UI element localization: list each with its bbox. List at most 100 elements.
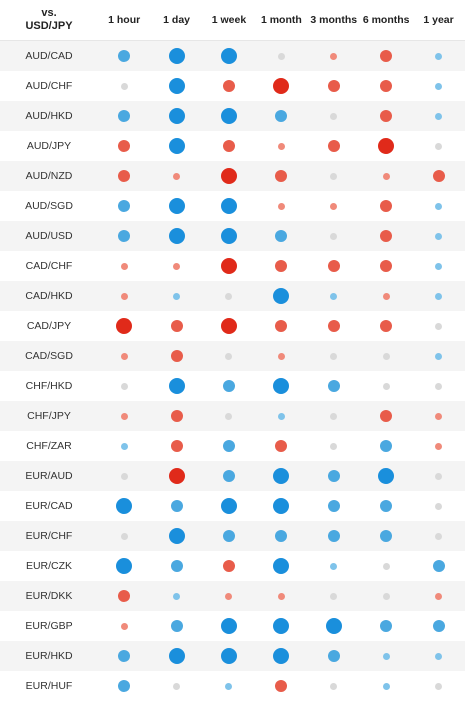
pair-label[interactable]: EUR/HKD [25, 650, 73, 662]
pair-label[interactable]: CAD/HKD [25, 290, 73, 302]
correlation-cell[interactable] [412, 311, 464, 341]
correlation-cell[interactable] [360, 71, 412, 101]
correlation-cell[interactable] [203, 251, 255, 281]
correlation-cell[interactable] [150, 521, 202, 551]
pair-label[interactable]: AUD/CAD [25, 50, 73, 62]
pair-label[interactable]: AUD/NZD [25, 170, 73, 182]
correlation-cell[interactable] [98, 461, 150, 491]
correlation-cell[interactable] [255, 581, 307, 611]
pair-label[interactable]: EUR/AUD [25, 470, 73, 482]
correlation-cell[interactable] [255, 191, 307, 221]
correlation-cell[interactable] [360, 581, 412, 611]
correlation-cell[interactable] [203, 581, 255, 611]
correlation-cell[interactable] [308, 671, 360, 701]
correlation-cell[interactable] [98, 71, 150, 101]
correlation-cell[interactable] [308, 491, 360, 521]
correlation-cell[interactable] [360, 101, 412, 131]
correlation-cell[interactable] [255, 341, 307, 371]
correlation-cell[interactable] [150, 341, 202, 371]
correlation-cell[interactable] [203, 101, 255, 131]
correlation-cell[interactable] [308, 221, 360, 251]
correlation-cell[interactable] [98, 611, 150, 641]
correlation-cell[interactable] [150, 311, 202, 341]
correlation-cell[interactable] [308, 581, 360, 611]
correlation-cell[interactable] [308, 281, 360, 311]
correlation-cell[interactable] [360, 41, 412, 71]
pair-label[interactable]: AUD/SGD [25, 200, 73, 212]
correlation-cell[interactable] [203, 611, 255, 641]
correlation-cell[interactable] [412, 341, 464, 371]
correlation-cell[interactable] [412, 551, 464, 581]
correlation-cell[interactable] [98, 401, 150, 431]
correlation-cell[interactable] [308, 131, 360, 161]
correlation-cell[interactable] [150, 491, 202, 521]
correlation-cell[interactable] [412, 41, 464, 71]
correlation-cell[interactable] [255, 641, 307, 671]
correlation-cell[interactable] [412, 101, 464, 131]
correlation-cell[interactable] [98, 281, 150, 311]
correlation-cell[interactable] [412, 641, 464, 671]
correlation-cell[interactable] [150, 221, 202, 251]
correlation-cell[interactable] [360, 191, 412, 221]
correlation-cell[interactable] [98, 641, 150, 671]
pair-label[interactable]: CHF/HKD [25, 380, 73, 392]
correlation-cell[interactable] [150, 581, 202, 611]
correlation-cell[interactable] [203, 491, 255, 521]
correlation-cell[interactable] [203, 161, 255, 191]
correlation-cell[interactable] [150, 131, 202, 161]
correlation-cell[interactable] [150, 671, 202, 701]
pair-label[interactable]: EUR/CHF [25, 530, 73, 542]
correlation-cell[interactable] [360, 371, 412, 401]
col-header-3m[interactable]: 3 months [310, 14, 358, 26]
correlation-cell[interactable] [255, 611, 307, 641]
correlation-cell[interactable] [98, 101, 150, 131]
correlation-cell[interactable] [203, 281, 255, 311]
correlation-cell[interactable] [150, 371, 202, 401]
correlation-cell[interactable] [255, 491, 307, 521]
correlation-cell[interactable] [203, 521, 255, 551]
correlation-cell[interactable] [255, 281, 307, 311]
correlation-cell[interactable] [308, 521, 360, 551]
correlation-cell[interactable] [360, 461, 412, 491]
correlation-cell[interactable] [255, 41, 307, 71]
correlation-cell[interactable] [255, 671, 307, 701]
correlation-cell[interactable] [203, 311, 255, 341]
pair-label[interactable]: EUR/CZK [25, 560, 73, 572]
pair-label[interactable]: CHF/ZAR [26, 440, 72, 452]
correlation-cell[interactable] [308, 161, 360, 191]
correlation-cell[interactable] [150, 431, 202, 461]
correlation-cell[interactable] [412, 131, 464, 161]
pair-label[interactable]: AUD/HKD [25, 110, 73, 122]
correlation-cell[interactable] [360, 221, 412, 251]
correlation-cell[interactable] [98, 131, 150, 161]
col-header-6m[interactable]: 6 months [362, 14, 410, 26]
pair-label[interactable]: AUD/CHF [25, 80, 73, 92]
correlation-cell[interactable] [360, 491, 412, 521]
correlation-cell[interactable] [412, 161, 464, 191]
correlation-cell[interactable] [412, 431, 464, 461]
pair-label[interactable]: CHF/JPY [27, 410, 71, 422]
correlation-cell[interactable] [412, 491, 464, 521]
correlation-cell[interactable] [308, 611, 360, 641]
correlation-cell[interactable] [98, 221, 150, 251]
correlation-cell[interactable] [360, 251, 412, 281]
correlation-cell[interactable] [98, 41, 150, 71]
pair-label[interactable]: CAD/SGD [25, 350, 73, 362]
correlation-cell[interactable] [360, 161, 412, 191]
correlation-cell[interactable] [412, 581, 464, 611]
correlation-cell[interactable] [412, 191, 464, 221]
correlation-cell[interactable] [412, 371, 464, 401]
correlation-cell[interactable] [150, 401, 202, 431]
correlation-cell[interactable] [203, 131, 255, 161]
correlation-cell[interactable] [255, 251, 307, 281]
correlation-cell[interactable] [98, 371, 150, 401]
correlation-cell[interactable] [308, 251, 360, 281]
correlation-cell[interactable] [98, 251, 150, 281]
correlation-cell[interactable] [98, 341, 150, 371]
correlation-cell[interactable] [308, 311, 360, 341]
correlation-cell[interactable] [255, 131, 307, 161]
col-header-1m[interactable]: 1 month [260, 14, 302, 26]
correlation-cell[interactable] [360, 341, 412, 371]
correlation-cell[interactable] [255, 101, 307, 131]
pair-label[interactable]: EUR/CAD [25, 500, 73, 512]
